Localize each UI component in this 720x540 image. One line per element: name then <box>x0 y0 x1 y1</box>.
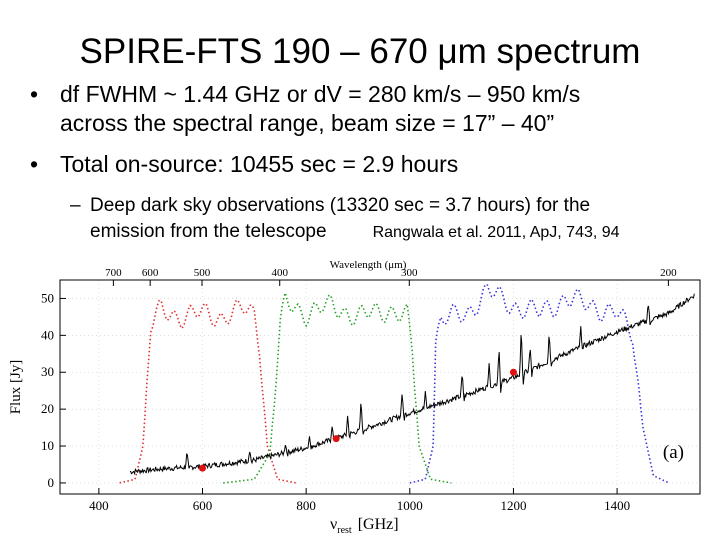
spectrum-line <box>129 293 695 476</box>
filter-ssw-low-curve <box>223 290 452 484</box>
top-axis-label: Wavelength (μm) <box>330 259 407 271</box>
photometry-point <box>332 435 340 443</box>
y-tick-label: 40 <box>41 327 54 342</box>
x-axis-subscript: rest <box>337 525 352 536</box>
filter-slw-curve <box>119 298 296 484</box>
photometry-point <box>199 464 207 472</box>
x-tick-label: 800 <box>296 498 316 513</box>
slide-title: SPIRE-FTS 190 – 670 μm spectrum <box>79 32 641 71</box>
plot-frame <box>59 279 701 495</box>
x-axis-unit: [GHz] <box>358 516 399 533</box>
sub-bullet-line: Deep dark sky observations (13320 sec = … <box>90 195 591 216</box>
y-tick-label: 10 <box>41 438 54 453</box>
x-tick-label: 1200 <box>500 498 526 513</box>
bullet-dot: • <box>30 151 39 177</box>
sub-bullet-dash: – <box>70 195 81 216</box>
bullet-text: Total on-source: 10455 sec = 2.9 hours <box>60 150 710 179</box>
y-tick-label: 0 <box>48 475 55 490</box>
x-tick-label: 1000 <box>397 498 423 513</box>
y-axis-label: Flux [Jy] <box>8 360 24 415</box>
axis-ticks: 400 600 800 1000 1200 1400 0 10 20 30 40 50 700 600 50… <box>41 267 677 513</box>
reference-citation: Rangwala et al. 2011, ApJ, 743, 94 <box>372 224 620 241</box>
panel-label: (a) <box>663 442 684 463</box>
x-axis-symbol: ν <box>330 516 337 533</box>
chart-grid <box>60 280 700 494</box>
bullet-line: across the spectral range, beam size = 1… <box>60 110 555 136</box>
bullet-line: Total on-source: 10455 sec = 2.9 hours <box>60 151 459 177</box>
top-tick-label: 200 <box>660 267 677 279</box>
bullet-dot: • <box>30 81 39 107</box>
x-tick-label: 400 <box>89 498 109 513</box>
top-tick-label: 500 <box>194 267 211 279</box>
x-axis-label: νrest [GHz] <box>330 516 399 536</box>
sub-bullet-text: emission from the telescope <box>90 221 327 242</box>
photometry-point <box>509 368 517 376</box>
y-tick-label: 20 <box>41 401 54 416</box>
y-tick-label: 30 <box>41 364 54 379</box>
top-tick-label: 400 <box>271 267 288 279</box>
y-tick-label: 50 <box>41 290 54 305</box>
bullet-line: df FWHM ~ 1.44 GHz or dV = 280 km/s – 95… <box>60 81 581 107</box>
top-tick-label: 600 <box>142 267 159 279</box>
x-tick-label: 1400 <box>604 498 630 513</box>
bullet-text: df FWHM ~ 1.44 GHz or dV = 280 km/s – 95… <box>60 80 710 138</box>
top-tick-label: 300 <box>401 267 418 279</box>
filter-ssw-high-curve <box>409 283 670 484</box>
x-tick-label: 600 <box>193 498 213 513</box>
top-tick-label: 700 <box>105 267 122 279</box>
spectrum-chart: 400 600 800 1000 1200 1400 0 10 20 30 40 50 700 600 50… <box>8 259 701 536</box>
sub-bullet-line: emission from the telescope Rangwala et a… <box>90 219 620 246</box>
photometry-points <box>199 368 517 472</box>
